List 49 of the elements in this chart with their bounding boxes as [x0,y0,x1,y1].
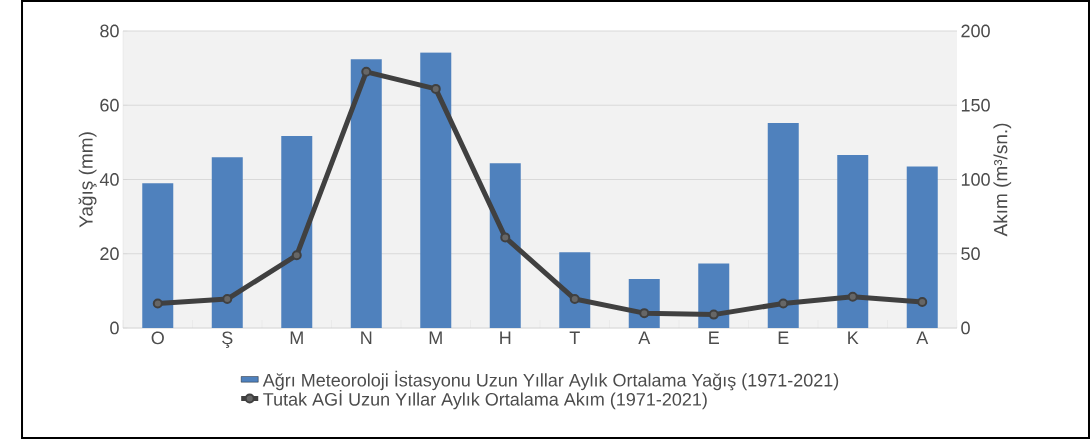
point [291,250,302,261]
y2-tick-label: 200 [961,24,990,38]
y-tick-label: 40 [99,173,119,186]
bar [489,163,521,328]
bar [211,157,243,328]
point [708,309,719,320]
legend-label: Tutak AGİ Uzun Yıllar Aylık Ortalama Akım (1971-2021) [263,389,707,410]
y2-tick-label: 150 [961,98,990,112]
bar [559,252,591,328]
y2-axis-title: Akım (m³/sn.) [993,123,1012,237]
point [847,291,858,302]
x-tick-label: M [429,331,442,344]
bar [698,263,730,328]
bar [142,183,174,328]
y-axis-title: Yağış (mm) [78,132,97,228]
bar [767,123,799,328]
point [917,297,928,307]
bar [906,166,938,328]
point [569,294,580,305]
x-tick-label: A [638,331,651,344]
x-tick-label: H [500,331,511,344]
x-tick-label: A [916,331,929,344]
y-tick-label: 0 [110,321,119,335]
x-tick-label: E [778,331,789,344]
point [222,294,233,305]
point [430,83,441,94]
legend-label: Ağrı Meteoroloji İstasyonu Uzun Yıllar Aylık Ortalama Yağış (1971-2021) [262,370,839,391]
bar [420,52,452,328]
y-tick-label: 20 [100,247,119,261]
x-tick-label: T [569,331,580,344]
point [152,298,163,309]
x-tick-label: O [151,331,164,345]
point [361,66,372,77]
y2-tick-label: 100 [961,173,990,186]
bar [837,154,869,328]
x-tick-label: E [709,331,719,344]
x-tick-label: Ş [222,331,233,348]
x-tick-label: K [848,331,859,344]
y-tick-label: 60 [100,98,119,112]
y-tick-label: 80 [100,24,119,38]
y2-tick-label: 50 [961,247,980,261]
point [639,308,650,319]
y2-tick-label: 0 [961,321,970,335]
bar [281,136,313,328]
x-tick-label: M [290,331,303,344]
point [778,298,789,309]
point [500,232,511,243]
x-tick-label: N [361,331,372,344]
bar [350,59,382,328]
